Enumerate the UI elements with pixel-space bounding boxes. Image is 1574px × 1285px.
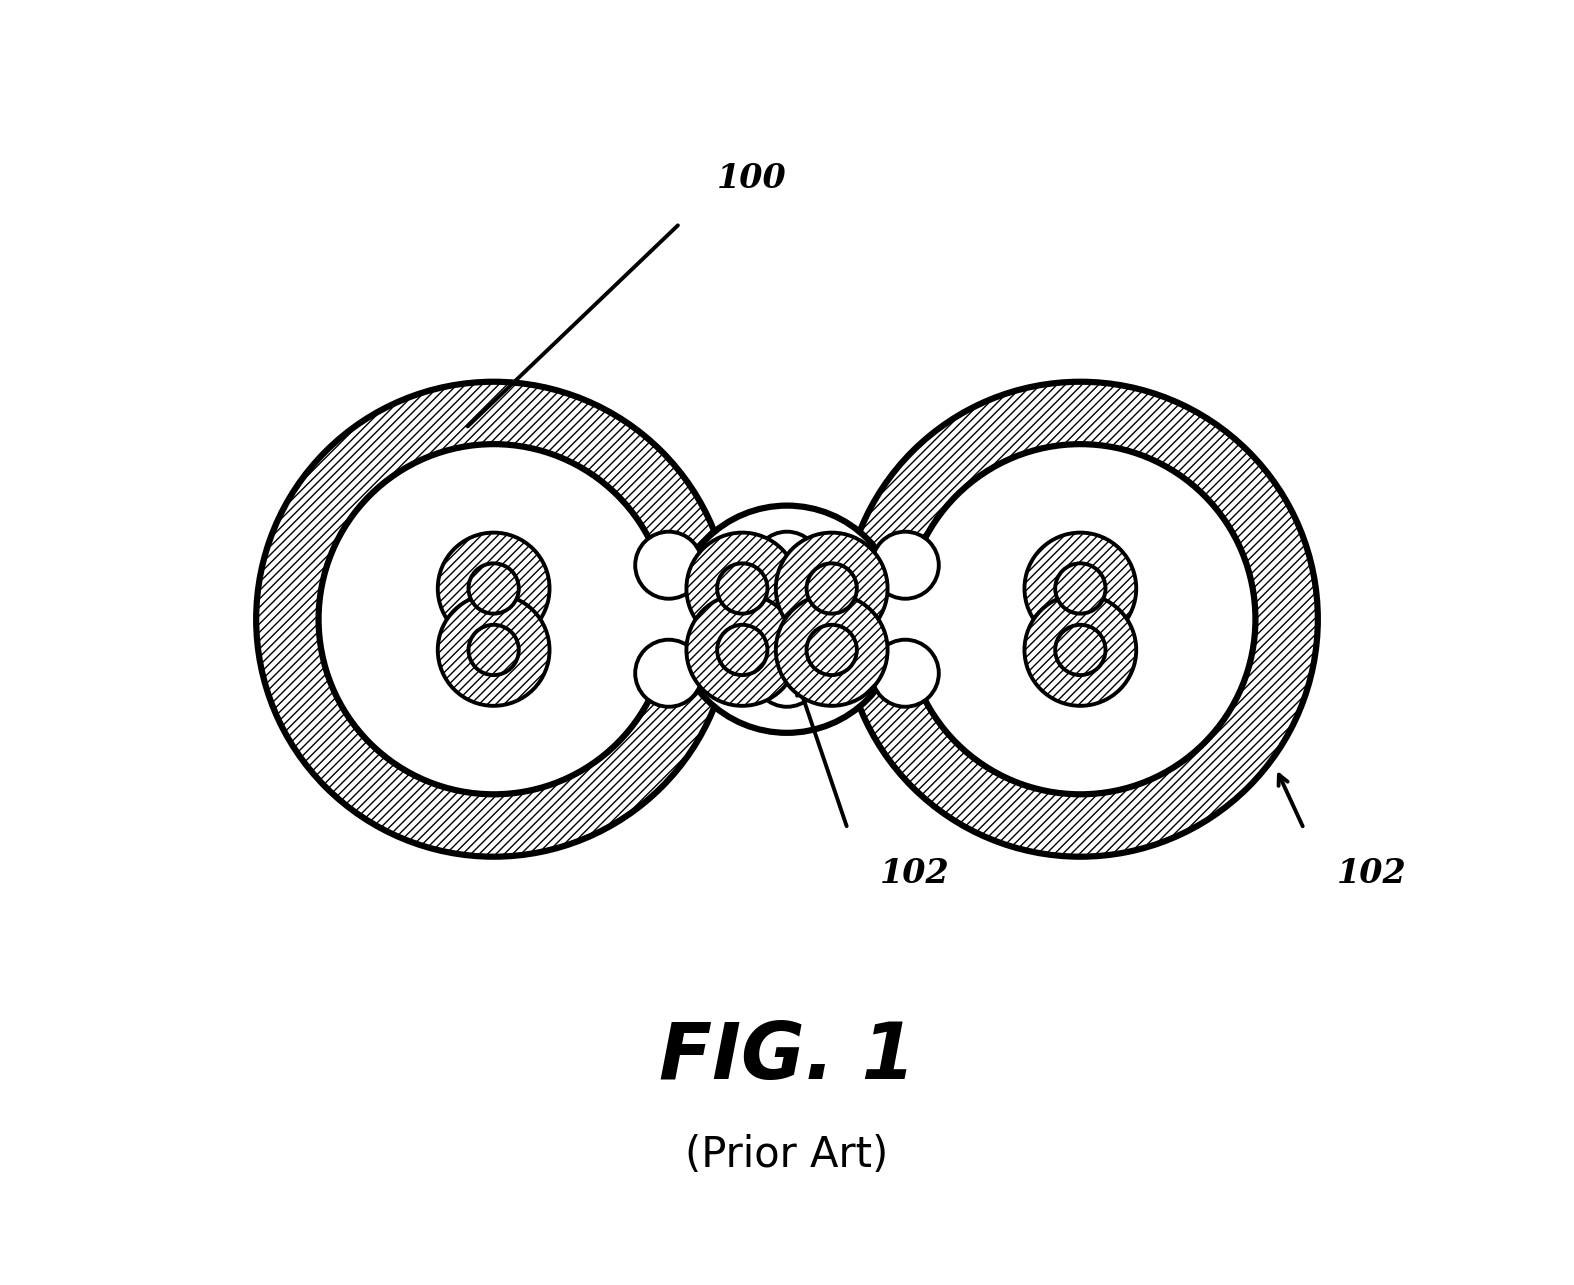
Circle shape [1025,594,1136,705]
Bar [571,565,1003,673]
Circle shape [905,445,1256,794]
Text: FIG. 1: FIG. 1 [658,1019,916,1095]
Circle shape [872,532,938,599]
Circle shape [872,640,938,707]
Circle shape [1055,625,1105,675]
Circle shape [1025,532,1136,644]
Text: 100: 100 [718,162,787,195]
Circle shape [718,625,768,675]
Circle shape [754,532,820,599]
Circle shape [718,563,768,614]
Circle shape [1055,563,1105,614]
Circle shape [776,532,888,644]
Text: (Prior Art): (Prior Art) [685,1133,889,1176]
Circle shape [842,382,1317,857]
Circle shape [1055,563,1105,614]
Circle shape [257,382,732,857]
Bar [571,565,1003,673]
Circle shape [806,563,856,614]
Circle shape [754,640,820,707]
Text: 102: 102 [1336,857,1406,889]
Circle shape [438,594,549,705]
Bar [576,569,998,668]
Circle shape [806,625,856,675]
Circle shape [674,505,900,732]
Circle shape [636,640,702,707]
Circle shape [469,625,519,675]
Circle shape [718,563,768,614]
Circle shape [1055,625,1105,675]
Circle shape [469,563,519,614]
Circle shape [469,563,519,614]
Circle shape [686,594,798,705]
Circle shape [318,445,669,794]
Circle shape [438,532,549,644]
Circle shape [776,594,888,705]
Circle shape [806,625,856,675]
Circle shape [636,532,702,599]
Circle shape [806,563,856,614]
Text: 102: 102 [880,857,949,889]
Circle shape [718,625,768,675]
Circle shape [686,532,798,644]
Circle shape [469,625,519,675]
